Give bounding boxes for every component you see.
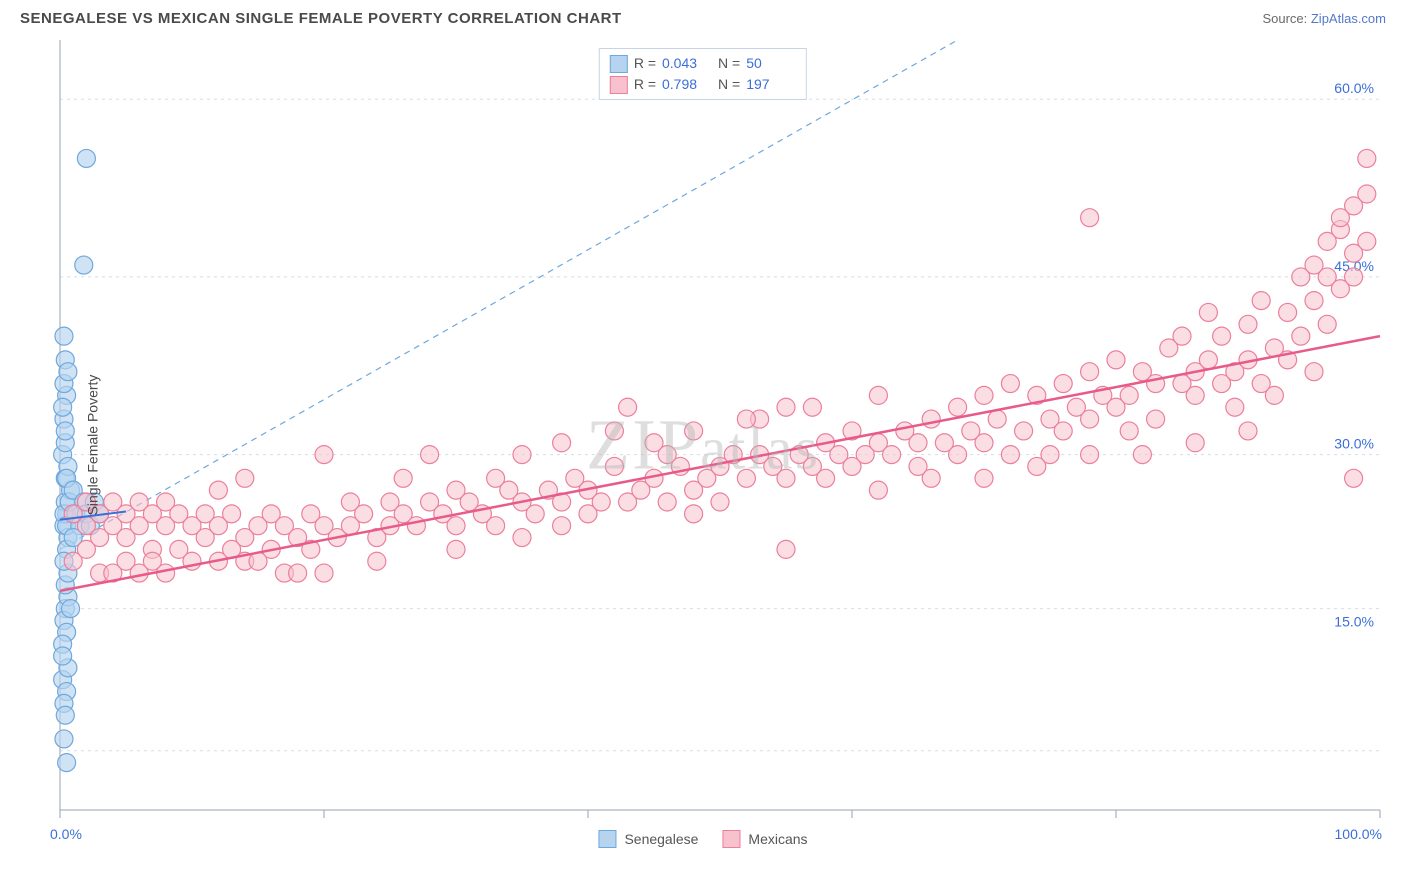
scatter-plot: 15.0%30.0%45.0%60.0% (20, 40, 1386, 850)
correlation-legend: R = 0.043 N = 50 R = 0.798 N = 197 (599, 48, 807, 100)
swatch-senegalese (610, 55, 628, 73)
legend-item-senegalese: Senegalese (598, 830, 698, 848)
legend-row-mexicans: R = 0.798 N = 197 (610, 74, 796, 95)
svg-text:60.0%: 60.0% (1334, 80, 1374, 96)
chart-title: SENEGALESE VS MEXICAN SINGLE FEMALE POVE… (20, 10, 622, 27)
source-link[interactable]: ZipAtlas.com (1311, 11, 1386, 26)
chart-area: Single Female Poverty 15.0%30.0%45.0%60.… (20, 40, 1386, 850)
x-axis-max-label: 100.0% (1335, 826, 1382, 842)
series-legend: Senegalese Mexicans (598, 830, 807, 848)
y-axis-label: Single Female Poverty (84, 375, 100, 516)
legend-item-mexicans: Mexicans (722, 830, 807, 848)
svg-text:30.0%: 30.0% (1334, 436, 1374, 452)
source-label: Source: ZipAtlas.com (1262, 11, 1386, 26)
legend-row-senegalese: R = 0.043 N = 50 (610, 53, 796, 74)
chart-header: SENEGALESE VS MEXICAN SINGLE FEMALE POVE… (0, 0, 1406, 31)
swatch-icon (722, 830, 740, 848)
x-axis-min-label: 0.0% (50, 826, 82, 842)
swatch-icon (598, 830, 616, 848)
swatch-mexicans (610, 76, 628, 94)
svg-text:15.0%: 15.0% (1334, 613, 1374, 629)
